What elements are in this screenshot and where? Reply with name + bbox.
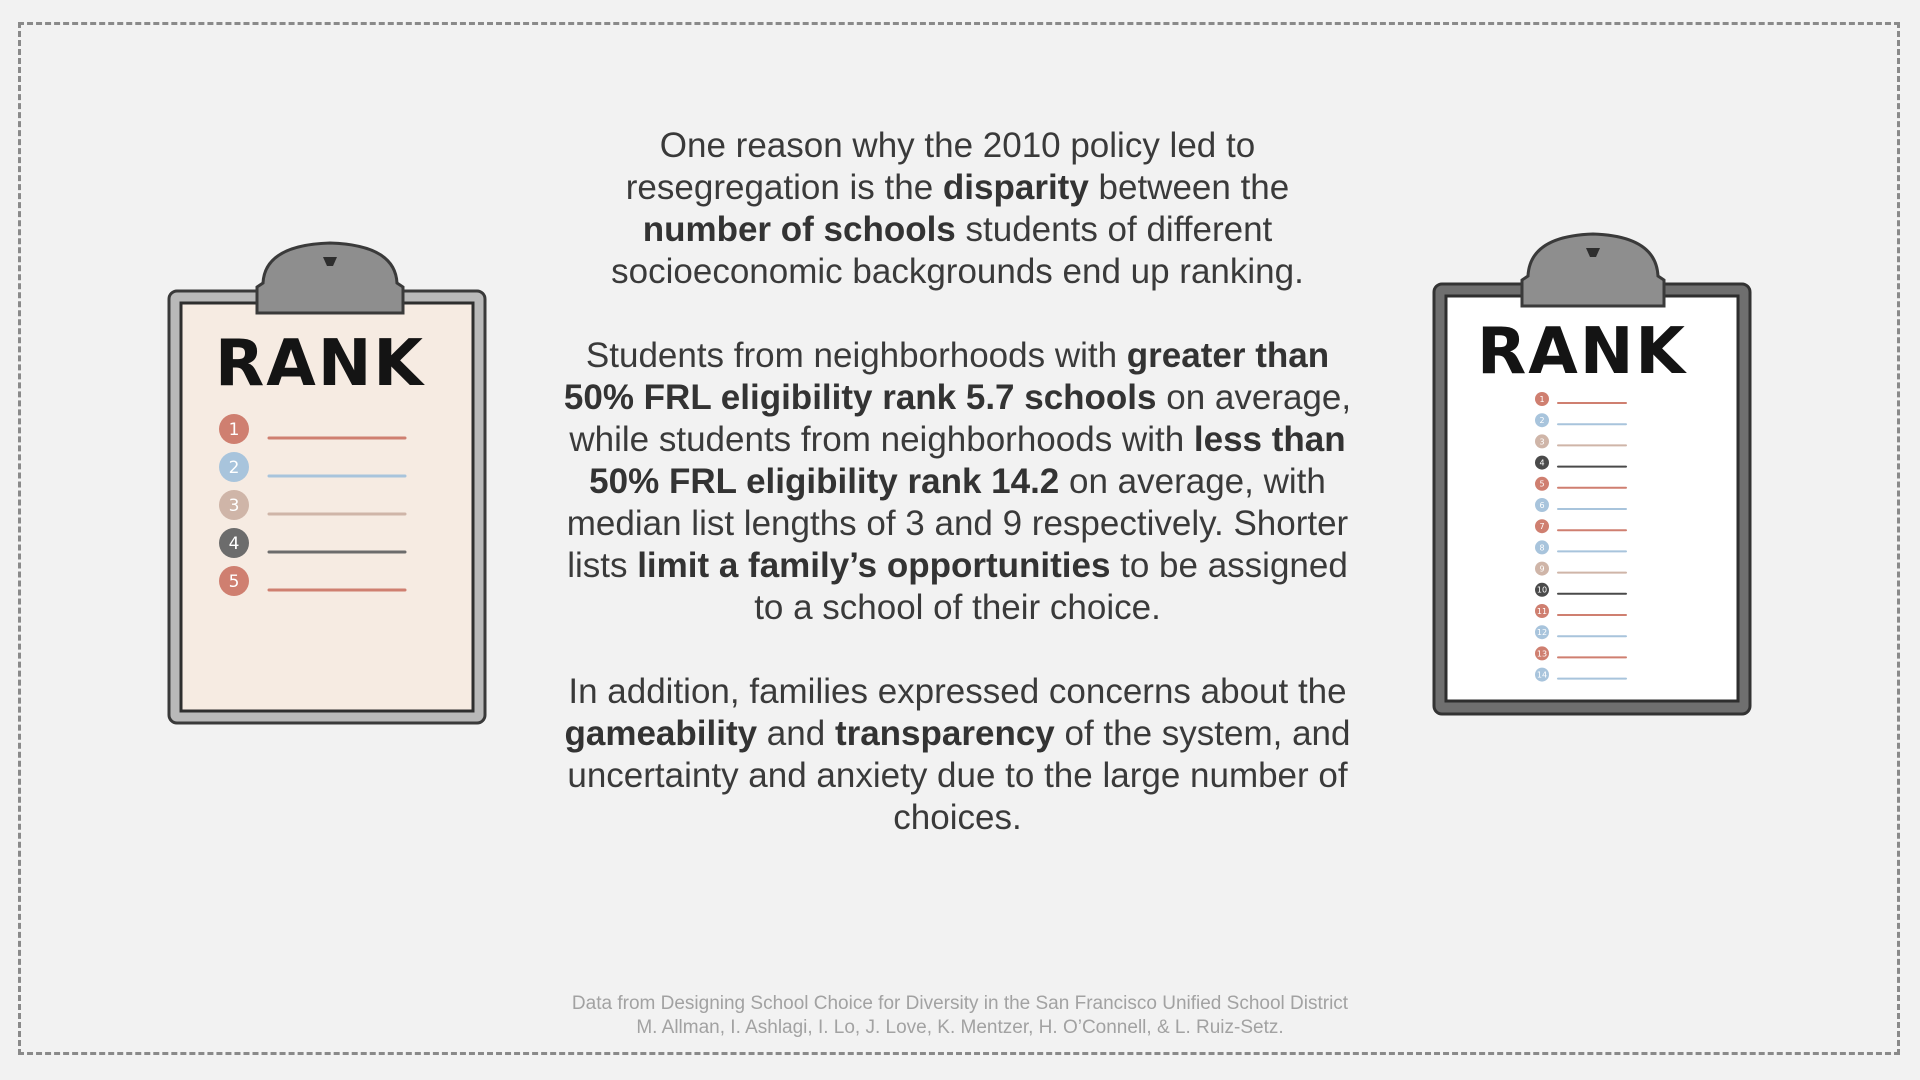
rank-number-badge (1535, 561, 1549, 576)
text-run: and (757, 714, 835, 753)
source-line-1: Data from Designing School Choice for Di… (571, 993, 1349, 1014)
rank-number-badge (1535, 498, 1549, 512)
emphasis-text: number of schools (642, 210, 956, 249)
rank-number: 6 (1539, 501, 1544, 510)
text-run: of the system, and uncertainty and anxie… (567, 714, 1351, 837)
source-line-2: M. Allman, I. Ashlagi, I. Lo, J. Love, K… (636, 1017, 1284, 1038)
emphasis-text: transparency (834, 714, 1055, 753)
text-run: In addition, families expressed concerns… (568, 672, 1347, 711)
rank-number-badge (219, 414, 249, 444)
text-run: students of different socioeconomic back… (611, 210, 1304, 291)
emphasis-text: greater than 50% FRL eligibility rank 5.… (563, 336, 1330, 417)
rank-number: 14 (1537, 670, 1547, 679)
rank-number: 11 (1537, 607, 1547, 616)
clipboard-left-icon: RANK 1 2 3 4 5 (165, 235, 495, 730)
rank-number: 13 (1537, 649, 1547, 658)
emphasis-text: less than 50% FRL eligibility rank 14.2 (589, 420, 1346, 501)
text-run: on average, while students from neighbor… (569, 378, 1352, 459)
rank-number-badge (1535, 582, 1549, 597)
text-run: between the (1088, 168, 1290, 207)
clipboard-right-icon: RANK 1 2 3 4 5 6 7 8 9 10 11 12 13 14 (1428, 228, 1758, 723)
rank-number-badge (1535, 604, 1549, 618)
clipboard-right-title: RANK (1477, 315, 1687, 389)
rank-number: 12 (1537, 628, 1547, 637)
source-citation: Data from Designing School Choice for Di… (460, 992, 1460, 1040)
rank-number: 4 (1539, 458, 1544, 467)
rank-number-badge (219, 490, 249, 520)
dashed-frame (18, 22, 1900, 1055)
paragraph-3: In addition, families expressed concerns… (560, 671, 1355, 839)
rank-number-badge (1535, 646, 1549, 661)
paragraph-2: Students from neighborhoods with greater… (560, 335, 1355, 629)
rank-number-badge (1535, 413, 1549, 428)
rank-number-badge (219, 528, 249, 558)
rank-number: 10 (1537, 586, 1547, 595)
rank-number: 8 (1539, 543, 1544, 552)
body-text: One reason why the 2010 policy led to re… (560, 125, 1355, 881)
rank-number: 2 (229, 458, 240, 478)
rank-number: 1 (229, 420, 240, 440)
text-run: on average, with median list lengths of … (566, 462, 1349, 585)
rank-number-badge (1535, 476, 1549, 491)
emphasis-text: gameability (564, 714, 758, 753)
rank-number-badge (1535, 540, 1549, 555)
rank-number-badge (1535, 455, 1549, 470)
rank-number: 9 (1539, 564, 1544, 573)
rank-number-badge (219, 452, 249, 482)
text-run: One reason why the 2010 policy led to re… (625, 126, 1256, 207)
text-run: to be assigned to a school of their choi… (754, 546, 1348, 627)
rank-number-badge (1535, 667, 1549, 682)
emphasis-text: limit a family’s opportunities (637, 546, 1111, 585)
rank-number: 2 (1539, 416, 1544, 425)
rank-number-badge (1535, 434, 1549, 449)
rank-number: 7 (1539, 522, 1544, 531)
paragraph-1: One reason why the 2010 policy led to re… (560, 125, 1355, 293)
rank-number-badge (1535, 625, 1549, 640)
rank-number-badge (1535, 392, 1549, 406)
rank-number: 1 (1539, 395, 1544, 404)
rank-number: 4 (229, 534, 240, 554)
rank-number: 3 (1539, 437, 1544, 446)
emphasis-text: disparity (942, 168, 1089, 207)
rank-number: 5 (229, 572, 240, 592)
rank-number: 3 (229, 496, 240, 516)
clipboard-left-title: RANK (215, 327, 425, 401)
rank-number-badge (219, 566, 249, 596)
rank-number-badge (1535, 519, 1549, 534)
text-run: Students from neighborhoods with (585, 336, 1127, 375)
rank-number: 5 (1539, 480, 1544, 489)
